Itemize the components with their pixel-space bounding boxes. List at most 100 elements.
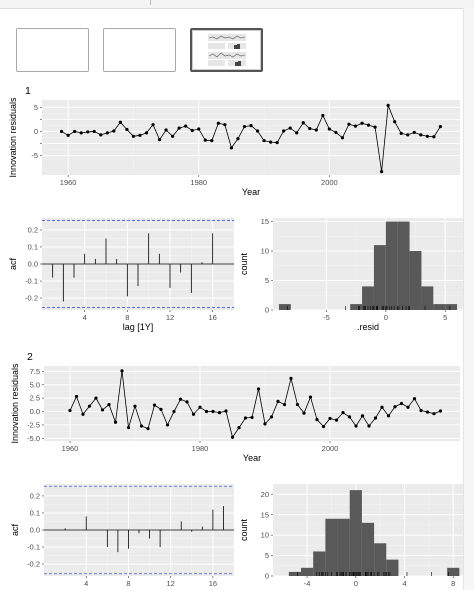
x-tick-label: 12 [166,313,174,322]
y-tick-label: -0.2 [25,294,38,303]
data-point [263,422,267,426]
data-point [164,128,168,132]
panel-title: 2 [27,351,33,363]
data-point [79,131,83,135]
data-point [425,410,430,414]
plot-panel-bg [44,366,460,441]
y-tick-label: 10 [261,531,269,540]
x-tick-label: 1960 [62,444,79,453]
y-tick-label: 5 [265,276,269,285]
data-point [308,126,312,131]
data-point [334,130,338,135]
y-axis-label: Innovation residuals [10,363,20,444]
data-point [289,376,293,380]
data-point [399,401,404,406]
y-axis-label: Innovation residuals [8,97,18,178]
data-point [367,424,371,428]
data-point [432,135,436,139]
data-point [282,402,287,407]
data-point [360,121,364,125]
data-point [66,133,70,137]
data-point [177,126,181,130]
data-point [268,140,273,144]
x-tick-label: 16 [209,579,217,588]
x-tick-label: 8 [125,313,129,322]
data-point [184,124,188,128]
data-point [295,131,299,135]
data-point [125,127,129,132]
y-tick-label: 20 [261,490,269,499]
data-point [74,394,79,399]
data-point [172,409,176,414]
plot-thumbnail-2[interactable] [103,28,176,72]
data-point [191,412,196,416]
data-point [314,128,318,132]
x-axis-label: Year [242,187,260,197]
x-tick-label: -4 [304,579,311,588]
y-tick-label: -5 [31,151,38,160]
y-tick-label: 15 [261,217,269,226]
data-point [73,129,77,134]
histogram-bar [374,543,387,576]
data-point [217,411,222,415]
data-point [229,146,234,150]
histogram-bar [278,304,291,310]
data-point [81,412,85,416]
y-axis-label: count [239,518,249,541]
data-point [256,387,261,391]
data-point [112,129,116,133]
data-point [146,427,150,431]
data-point [126,426,131,430]
panel-title: 1 [25,85,31,97]
plot-thumbnail-3[interactable] [190,28,263,72]
data-point [100,408,105,412]
x-tick-label: 16 [208,313,216,322]
histogram-bar [386,559,399,576]
data-point [262,139,266,143]
data-point [438,125,443,129]
data-point [295,402,300,407]
histogram-bar [385,221,398,310]
data-point [190,128,194,133]
data-point [139,424,144,428]
y-tick-label: 5 [265,551,269,560]
plot-thumbnail-1[interactable] [16,28,89,72]
data-point [334,418,339,422]
data-point [87,404,92,408]
x-tick-label: 2000 [322,444,339,453]
histogram-bar [373,245,386,310]
data-point [198,405,202,409]
y-tick-label: -0.1 [27,543,40,552]
data-point [144,131,149,135]
vertical-scrollbar[interactable] [463,8,474,590]
data-point [107,402,111,407]
histogram-bar [397,221,410,310]
x-tick-label: 12 [166,579,174,588]
histogram-bar [362,286,374,310]
thumbnail-preview-icon [208,34,246,66]
data-point [138,133,142,137]
data-point [120,369,124,373]
x-tick-label: 4 [83,313,87,322]
data-point [386,103,390,107]
y-tick-label: 10 [261,247,269,256]
data-point [249,124,253,128]
data-point [94,396,98,400]
y-tick-label: 0 [265,306,269,315]
residual-diagnostics-plots: -5 0 5 1960 1980 2000 Year Innovation residuals… [8,85,463,588]
y-tick-label: 5 [34,103,38,112]
app-toolbar-strip [0,0,474,9]
data-point [432,412,436,416]
x-tick-label: 8 [451,579,455,588]
data-point [131,134,136,138]
data-point [133,404,137,408]
data-point [216,121,220,125]
data-point [151,123,155,127]
data-point [302,411,306,415]
histogram-bar [337,518,350,576]
y-tick-label: 0.0 [30,526,40,535]
x-tick-label: 8 [126,579,130,588]
x-tick-label: 1980 [190,178,207,187]
x-tick-label: 1960 [60,178,77,187]
data-point [275,140,279,145]
